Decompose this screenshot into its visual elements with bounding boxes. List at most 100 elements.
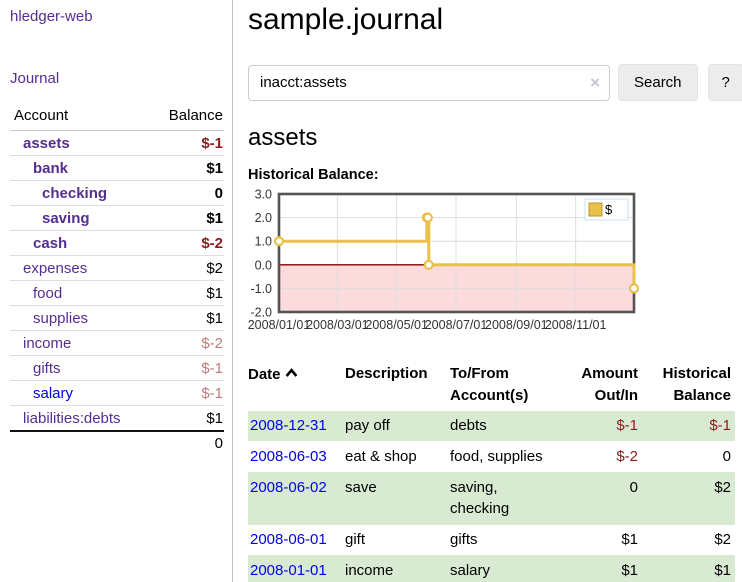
register-accounts: saving, checking (450, 478, 510, 518)
account-row: saving $1 (10, 205, 224, 231)
register-amount: $1 (621, 531, 638, 548)
x-tick-label: 2008/11/01 (545, 318, 607, 332)
register-col-amount: Amount Out/In (581, 365, 638, 404)
y-tick-label: 2.0 (255, 211, 272, 225)
balance-chart-svg: $3.0 2.0 1.0 0.0 -1.0 -2.02008/01/012008/03/0… (248, 188, 640, 332)
account-link[interactable]: cash (33, 234, 68, 252)
account-link[interactable]: gifts (33, 359, 61, 377)
register-table: Date Description To/From Account(s) Amou… (248, 361, 735, 582)
account-link[interactable]: liabilities:debts (23, 409, 121, 427)
chart-label: Historical Balance: (248, 167, 379, 183)
register-accounts: salary (450, 561, 491, 579)
register-date-link[interactable]: 2008-06-02 (250, 478, 327, 496)
search-button[interactable]: Search (618, 64, 698, 101)
account-balance: $1 (149, 305, 224, 331)
account-link[interactable]: bank (33, 159, 69, 177)
register-description: gift (345, 531, 366, 548)
accounts-col-account: Account (10, 103, 150, 131)
account-balance: $2 (149, 255, 224, 281)
account-link[interactable]: food (33, 284, 63, 302)
account-row: liabilities:debts $1 (10, 405, 224, 432)
accounts-table-header: Account Balance (10, 103, 224, 131)
historical-balance-chart: $3.0 2.0 1.0 0.0 -1.0 -2.0 2008/01/01 2008/03/0… (248, 188, 742, 344)
account-row: expenses $2 (10, 255, 224, 281)
register-amount: 0 (629, 478, 638, 496)
account-balance: $1 (149, 280, 224, 306)
account-row: salary $-1 (10, 380, 224, 406)
account-row: checking 0 (10, 180, 224, 206)
x-tick-label: 2008/03/01 (306, 318, 369, 332)
register-accounts: gifts (450, 531, 478, 548)
main-content: sample.journal × Search ? assets Histori… (233, 0, 742, 582)
register-header-row: Date Description To/From Account(s) Amou… (248, 361, 735, 411)
x-tick-label: 2008/07/01 (425, 318, 488, 332)
brand-link[interactable]: hledger-web (10, 8, 93, 25)
register-col-accounts: To/From Account(s) (450, 365, 529, 404)
account-link[interactable]: supplies (33, 309, 89, 327)
sidebar: hledger-web Journal Account Balance asse… (0, 0, 233, 582)
register-amount: $1 (621, 561, 638, 579)
register-row: 2008-06-02 save saving, checking 0 $2 (248, 472, 735, 525)
y-tick-label: -1.0 (250, 282, 272, 296)
register-amount: $-2 (616, 447, 638, 465)
register-date-link[interactable]: 2008-06-01 (250, 531, 327, 548)
accounts-col-balance: Balance (149, 103, 224, 131)
account-balance: $-2 (149, 330, 224, 356)
register-balance: $-1 (709, 417, 731, 434)
page-title: sample.journal (248, 3, 444, 36)
sidebar-item-journal[interactable]: Journal (10, 70, 60, 87)
account-balance: $1 (149, 205, 224, 231)
legend-label: $ (605, 202, 613, 217)
account-balance: $-1 (149, 380, 224, 406)
search-input[interactable] (248, 64, 610, 101)
register-balance: 0 (722, 447, 731, 465)
account-link[interactable]: assets (23, 134, 70, 152)
accounts-total-spacer (10, 430, 150, 456)
register-row: 2008-06-01 gift gifts $1 $2 (248, 525, 735, 556)
register-row: 2008-12-31 pay off debts $-1 $-1 (248, 410, 735, 442)
account-row: cash $-2 (10, 230, 224, 256)
register-row: 2008-01-01 income salary $1 $1 (248, 555, 735, 582)
search-form: × Search ? (248, 64, 742, 101)
help-button[interactable]: ? (707, 64, 742, 101)
register-accounts: food, supplies (450, 447, 543, 465)
accounts-table: Account Balance assets $-1 bank $1 checking 0… (10, 103, 224, 456)
register-balance: $2 (714, 531, 731, 548)
account-balance: 0 (149, 180, 224, 206)
legend-swatch-icon (588, 202, 603, 217)
register-date-link[interactable]: 2008-01-01 (250, 561, 327, 579)
register-description: income (345, 561, 394, 579)
register-row: 2008-06-03 eat & shop food, supplies $-2 0 (248, 441, 735, 472)
x-tick-label: 2008/05/01 (365, 318, 428, 332)
account-row: supplies $1 (10, 305, 224, 331)
account-row: assets $-1 (10, 130, 224, 156)
account-balance: $-1 (149, 355, 224, 381)
register-date-link[interactable]: 2008-06-03 (250, 447, 327, 465)
accounts-total-value: 0 (149, 430, 224, 456)
register-balance: $1 (714, 561, 731, 579)
account-row: income $-2 (10, 330, 224, 356)
y-tick-label: 0.0 (255, 258, 272, 272)
register-date-link[interactable]: 2008-12-31 (250, 417, 327, 434)
register-description: eat & shop (345, 447, 417, 465)
clear-search-icon[interactable]: × (590, 72, 600, 92)
account-link[interactable]: saving (42, 209, 90, 227)
register-accounts: debts (450, 417, 487, 434)
register-description: save (345, 478, 377, 496)
register-col-description: Description (345, 365, 428, 382)
account-link[interactable]: income (23, 334, 72, 352)
account-link[interactable]: checking (42, 184, 108, 202)
x-tick-label: 2008/09/01 (485, 318, 548, 332)
account-link[interactable]: expenses (23, 259, 88, 277)
y-tick-label: -2.0 (250, 306, 272, 320)
account-row: bank $1 (10, 155, 224, 181)
register-col-balance: Historical Balance (662, 365, 731, 404)
register-col-date[interactable]: Date (248, 361, 345, 411)
account-balance: $1 (149, 155, 224, 181)
account-link[interactable]: salary (33, 384, 74, 402)
search-input-wrap: × (248, 64, 610, 101)
accounts-total-row: 0 (10, 430, 224, 456)
register-balance: $2 (714, 478, 731, 496)
register-description: pay off (345, 417, 390, 434)
